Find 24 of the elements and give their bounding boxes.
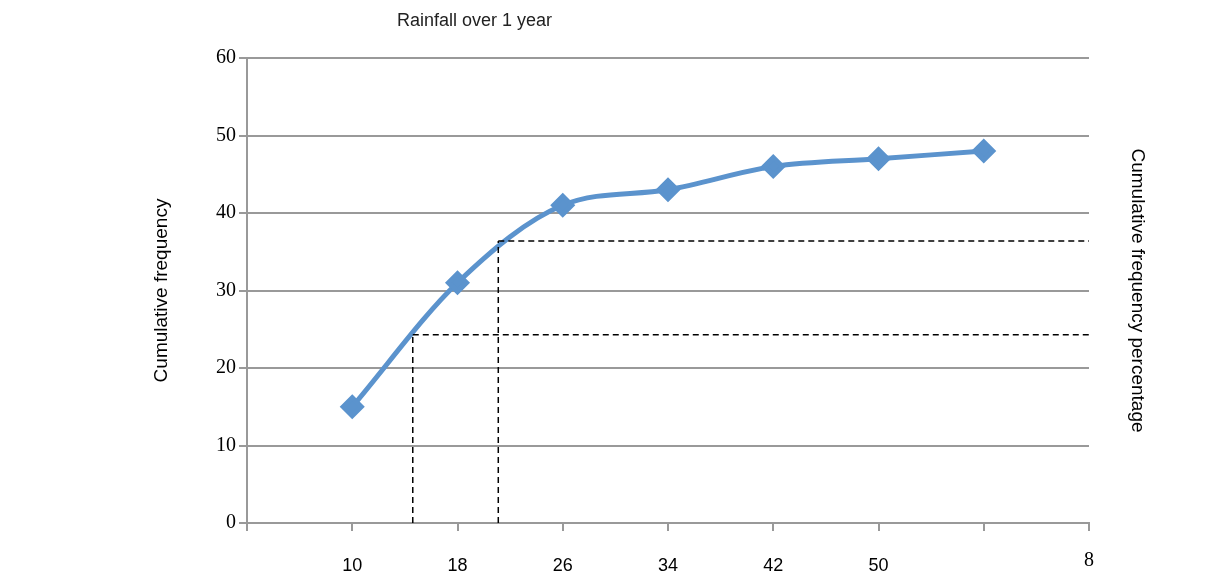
x-tick-label: 26 (552, 554, 573, 575)
point (761, 155, 785, 178)
point (656, 178, 680, 202)
y-tick-label: 10 (216, 432, 236, 455)
x-tick-label: 10 (342, 554, 363, 575)
text: 8 (1084, 548, 1094, 571)
x-tick-label: 18 (447, 554, 468, 575)
y-tick-label: 0 (226, 510, 236, 533)
point (972, 139, 996, 163)
chart-title: Rainfall over 1 year (397, 9, 553, 30)
y-tick-label: 50 (216, 122, 236, 145)
x-tick-label: 50 (868, 554, 889, 575)
y2-axis-title: Cumulative frequency percentage (1128, 148, 1150, 433)
point (867, 147, 890, 171)
y-tick-label: 30 (216, 277, 236, 300)
y-axis-title: Cumulative frequency (149, 198, 171, 383)
y-tick-label: 20 (216, 355, 236, 378)
point (340, 395, 364, 419)
point (446, 271, 469, 295)
y-tick-label: 60 (216, 45, 236, 68)
x-tick-label: 42 (763, 554, 784, 575)
y-tick-label: 40 (216, 200, 236, 223)
x-tick-label: 34 (657, 554, 679, 575)
point (551, 193, 575, 217)
